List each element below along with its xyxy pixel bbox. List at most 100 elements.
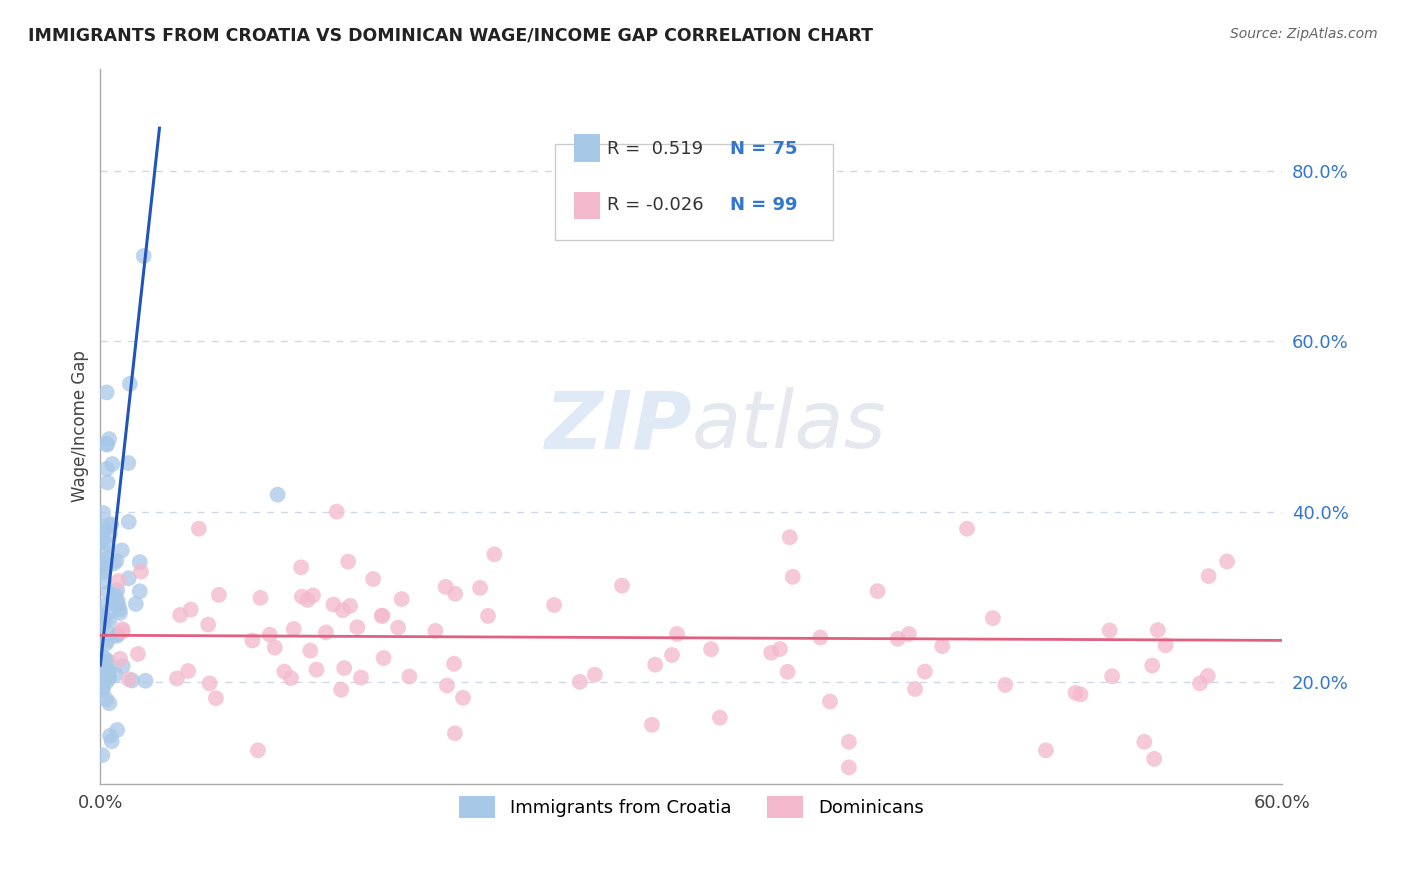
Point [91,649,114,664]
Point [169,607,191,622]
Point [886,632,908,646]
Point [91,681,114,695]
Point [134,673,156,688]
Point [322,598,344,612]
Point [180,602,202,616]
Point [97,585,120,599]
Point [443,657,465,671]
Point [325,505,347,519]
Point [104,667,127,681]
Legend: Immigrants from Croatia, Dominicans: Immigrants from Croatia, Dominicans [451,789,931,825]
Point [118,515,141,529]
Point [107,594,129,608]
Point [1216,554,1239,568]
Point [105,554,128,568]
Point [97,655,120,669]
Point [371,608,394,623]
Point [350,671,373,685]
Point [246,743,269,757]
Point [111,622,134,636]
Point [91,618,114,632]
Point [98,696,121,710]
Point [96,634,118,648]
Point [290,560,312,574]
Point [981,611,1004,625]
Point [93,543,115,558]
Point [103,628,125,642]
Text: R = -0.026: R = -0.026 [607,196,704,214]
Point [897,627,920,641]
Point [96,438,118,452]
Point [177,664,200,678]
Point [205,691,228,706]
Point [98,729,121,743]
Point [94,614,117,628]
Point [332,603,354,617]
Point [98,605,121,619]
Point [866,584,889,599]
Point [101,591,124,606]
Point [425,624,447,638]
Point [1188,676,1211,690]
Point [93,565,115,579]
Point [105,629,128,643]
Point [91,683,114,698]
Point [266,488,288,502]
Point [1198,569,1220,583]
Point [1064,686,1087,700]
Point [1197,669,1219,683]
Point [107,627,129,641]
Point [477,608,499,623]
Point [361,572,384,586]
Point [263,640,285,655]
Point [94,557,117,571]
Point [98,432,121,446]
Y-axis label: Wage/Income Gap: Wage/Income Gap [72,351,89,502]
Point [1098,624,1121,638]
Point [98,671,121,685]
Point [315,625,337,640]
Point [346,620,368,634]
Point [810,631,832,645]
FancyBboxPatch shape [574,135,600,161]
Point [484,547,506,561]
Point [387,621,409,635]
Point [97,663,120,677]
Point [96,475,118,490]
Point [101,457,124,471]
Point [305,663,328,677]
Point [610,579,633,593]
Point [644,657,666,672]
Point [838,760,860,774]
Point [994,678,1017,692]
Point [100,518,122,533]
Point [93,671,115,685]
Text: R =  0.519: R = 0.519 [607,140,703,159]
Point [127,647,149,661]
Point [94,637,117,651]
Point [94,652,117,666]
Point [371,608,394,623]
Point [103,557,125,571]
Point [97,670,120,684]
Point [91,526,114,541]
Text: N = 99: N = 99 [730,196,797,214]
Point [91,506,114,520]
Text: IMMIGRANTS FROM CROATIA VS DOMINICAN WAGE/INCOME GAP CORRELATION CHART: IMMIGRANTS FROM CROATIA VS DOMINICAN WAG… [28,27,873,45]
Point [121,673,143,688]
Point [97,552,120,566]
Point [100,734,122,748]
Point [818,694,841,708]
Point [904,681,927,696]
Point [104,589,127,603]
Point [769,642,792,657]
Point [107,598,129,612]
Point [108,602,131,616]
FancyBboxPatch shape [555,144,834,240]
Point [761,646,783,660]
Point [337,555,360,569]
Point [94,522,117,536]
Point [451,690,474,705]
Point [118,673,141,687]
Point [118,571,141,585]
